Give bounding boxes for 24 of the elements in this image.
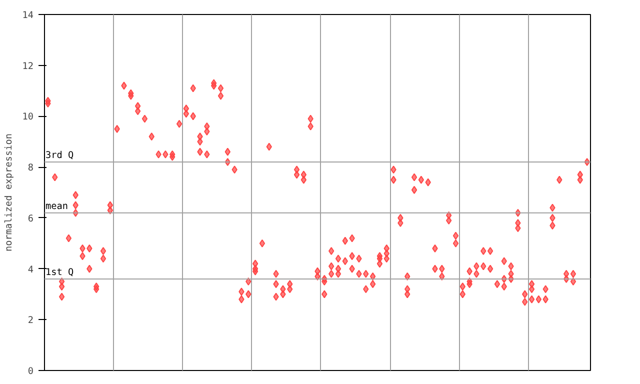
y-tick-label: 10 <box>22 112 34 123</box>
point <box>466 280 472 288</box>
point <box>349 264 355 273</box>
ref-line-label: 1st Q <box>46 266 74 278</box>
point <box>501 282 507 291</box>
point <box>328 270 334 278</box>
y-axis-title: normalized expression <box>3 134 14 252</box>
point <box>273 292 279 301</box>
y-tick-label: 6 <box>28 213 34 224</box>
y-tick-label: 8 <box>28 162 34 174</box>
ref-line-label: 3rd Q <box>46 150 74 161</box>
y-tick-label: 14 <box>22 10 34 21</box>
y-tick-label: 0 <box>28 366 34 377</box>
point <box>58 292 65 301</box>
point <box>322 290 328 298</box>
point <box>252 267 258 276</box>
ref-line-label: mean <box>46 200 68 212</box>
point <box>204 150 210 158</box>
y-tick-label: 4 <box>28 264 34 276</box>
y-tick-label: 2 <box>28 315 34 326</box>
point <box>528 295 535 304</box>
point <box>197 148 203 156</box>
y-tick-label: 12 <box>22 60 34 72</box>
point <box>550 222 556 230</box>
